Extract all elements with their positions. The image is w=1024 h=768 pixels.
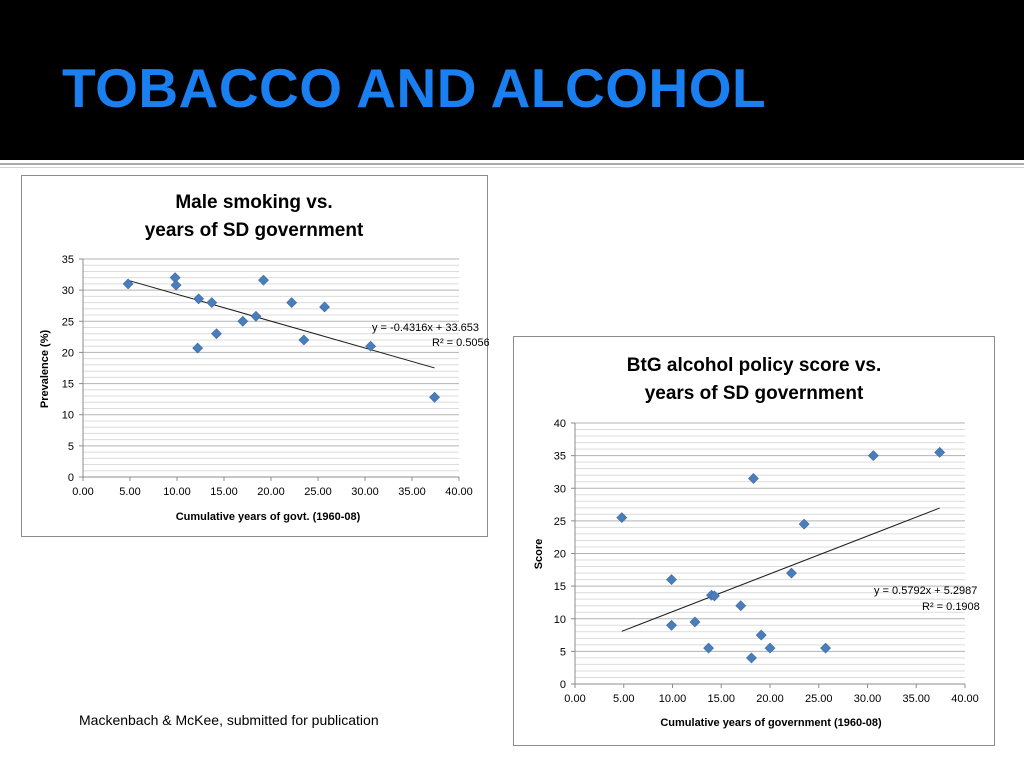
trendline-equation: y = -0.4316x + 33.653 xyxy=(372,322,479,334)
chart-alcohol: 0 5 10 15 20 25 30 35 40 0.00 5.00 10.00 15.00 20.00 2… xyxy=(513,336,995,746)
citation: Mackenbach & McKee, submitted for public… xyxy=(79,712,379,728)
y-tick-label: 0 xyxy=(560,679,566,691)
data-point xyxy=(735,600,747,612)
data-point xyxy=(934,446,946,458)
x-tick-label: 20.00 xyxy=(756,693,784,705)
x-tick-label: 10.00 xyxy=(163,486,191,498)
y-tick-label: 35 xyxy=(554,451,566,463)
data-point xyxy=(237,315,249,327)
y-axis-label: Score xyxy=(533,539,545,570)
slide-title: TOBACCO AND ALCOHOL xyxy=(62,57,767,119)
y-tick-label: 15 xyxy=(554,581,566,593)
chart-title-line: years of SD government xyxy=(145,220,364,241)
x-tick-label: 40.00 xyxy=(445,486,473,498)
data-point xyxy=(798,518,810,530)
data-point xyxy=(429,391,440,403)
x-tick-label: 35.00 xyxy=(398,486,426,498)
trendline xyxy=(127,279,435,369)
x-tick-label: 35.00 xyxy=(902,693,930,705)
y-tick-label: 30 xyxy=(554,483,566,495)
y-tick-label: 20 xyxy=(554,549,566,561)
x-axis-label: Cumulative years of govt. (1960-08) xyxy=(176,511,361,523)
x-axis-label: Cumulative years of government (1960-08) xyxy=(660,717,882,729)
data-point xyxy=(298,334,310,346)
data-point xyxy=(170,279,182,291)
chart-title-line: Male smoking vs. xyxy=(175,192,332,213)
x-tick-label: 0.00 xyxy=(72,486,93,498)
x-tick-label: 30.00 xyxy=(351,486,379,498)
trendline-equation: y = 0.5792x + 5.2987 xyxy=(874,585,977,597)
chart-title-line: years of SD government xyxy=(645,383,864,404)
data-point xyxy=(211,328,222,340)
data-point xyxy=(755,629,767,641)
data-point xyxy=(748,473,759,484)
data-point xyxy=(319,301,331,313)
y-tick-label: 25 xyxy=(554,516,566,528)
data-point xyxy=(206,297,218,309)
x-tick-label: 15.00 xyxy=(210,486,238,498)
chart-title-line: BtG alcohol policy score vs. xyxy=(627,355,881,376)
data-point xyxy=(703,642,714,654)
x-tick-label: 25.00 xyxy=(304,486,332,498)
y-tick-label: 20 xyxy=(62,347,74,359)
divider-line-thin xyxy=(0,167,1024,168)
data-point xyxy=(746,652,757,664)
chart-smoking-svg: 0 5 10 15 20 25 30 35 0.00 5.00 10.00 15.00 20.00 25.… xyxy=(39,192,489,523)
data-point xyxy=(867,450,879,462)
chart-alcohol-svg: 0 5 10 15 20 25 30 35 40 0.00 5.00 10.00 15.00 20.00 2… xyxy=(533,355,980,729)
data-point xyxy=(709,590,720,602)
x-tick-label: 15.00 xyxy=(707,693,735,705)
y-tick-label: 10 xyxy=(554,614,566,626)
data-point xyxy=(258,274,269,286)
data-point xyxy=(689,616,701,628)
data-point xyxy=(250,310,262,322)
x-tick-label: 30.00 xyxy=(854,693,882,705)
x-tick-label: 5.00 xyxy=(119,486,140,498)
y-tick-label: 30 xyxy=(62,285,74,297)
y-tick-label: 0 xyxy=(68,472,74,484)
y-tick-label: 10 xyxy=(62,410,74,422)
y-tick-label: 5 xyxy=(68,441,74,453)
x-tick-label: 0.00 xyxy=(564,693,585,705)
y-tick-label: 15 xyxy=(62,379,74,391)
data-point xyxy=(820,642,831,654)
r-squared-label: R² = 0.1908 xyxy=(922,601,980,613)
x-tick-label: 40.00 xyxy=(951,693,979,705)
data-point xyxy=(193,293,205,305)
data-point xyxy=(286,297,298,309)
y-tick-label: 5 xyxy=(560,646,566,658)
x-tick-label: 25.00 xyxy=(805,693,833,705)
y-tick-label: 35 xyxy=(62,254,74,266)
x-tick-label: 5.00 xyxy=(613,693,634,705)
title-bar: TOBACCO AND ALCOHOL xyxy=(0,0,1024,160)
r-squared-label: R² = 0.5056 xyxy=(432,337,489,349)
trendline xyxy=(621,507,940,632)
y-tick-label: 25 xyxy=(62,316,74,328)
x-tick-label: 20.00 xyxy=(257,486,285,498)
y-axis-label: Prevalence (%) xyxy=(39,330,51,409)
data-point xyxy=(192,342,204,354)
data-point xyxy=(616,512,628,524)
data-point xyxy=(365,340,377,352)
chart-smoking: 0 5 10 15 20 25 30 35 0.00 5.00 10.00 15.00 20.00 25.… xyxy=(21,175,489,537)
divider-line xyxy=(0,163,1024,165)
y-tick-label: 40 xyxy=(554,418,566,430)
data-point xyxy=(122,278,134,290)
data-point xyxy=(666,574,677,586)
data-point xyxy=(666,619,677,631)
data-point xyxy=(764,642,776,654)
x-tick-label: 10.00 xyxy=(659,693,687,705)
data-point xyxy=(786,567,797,579)
